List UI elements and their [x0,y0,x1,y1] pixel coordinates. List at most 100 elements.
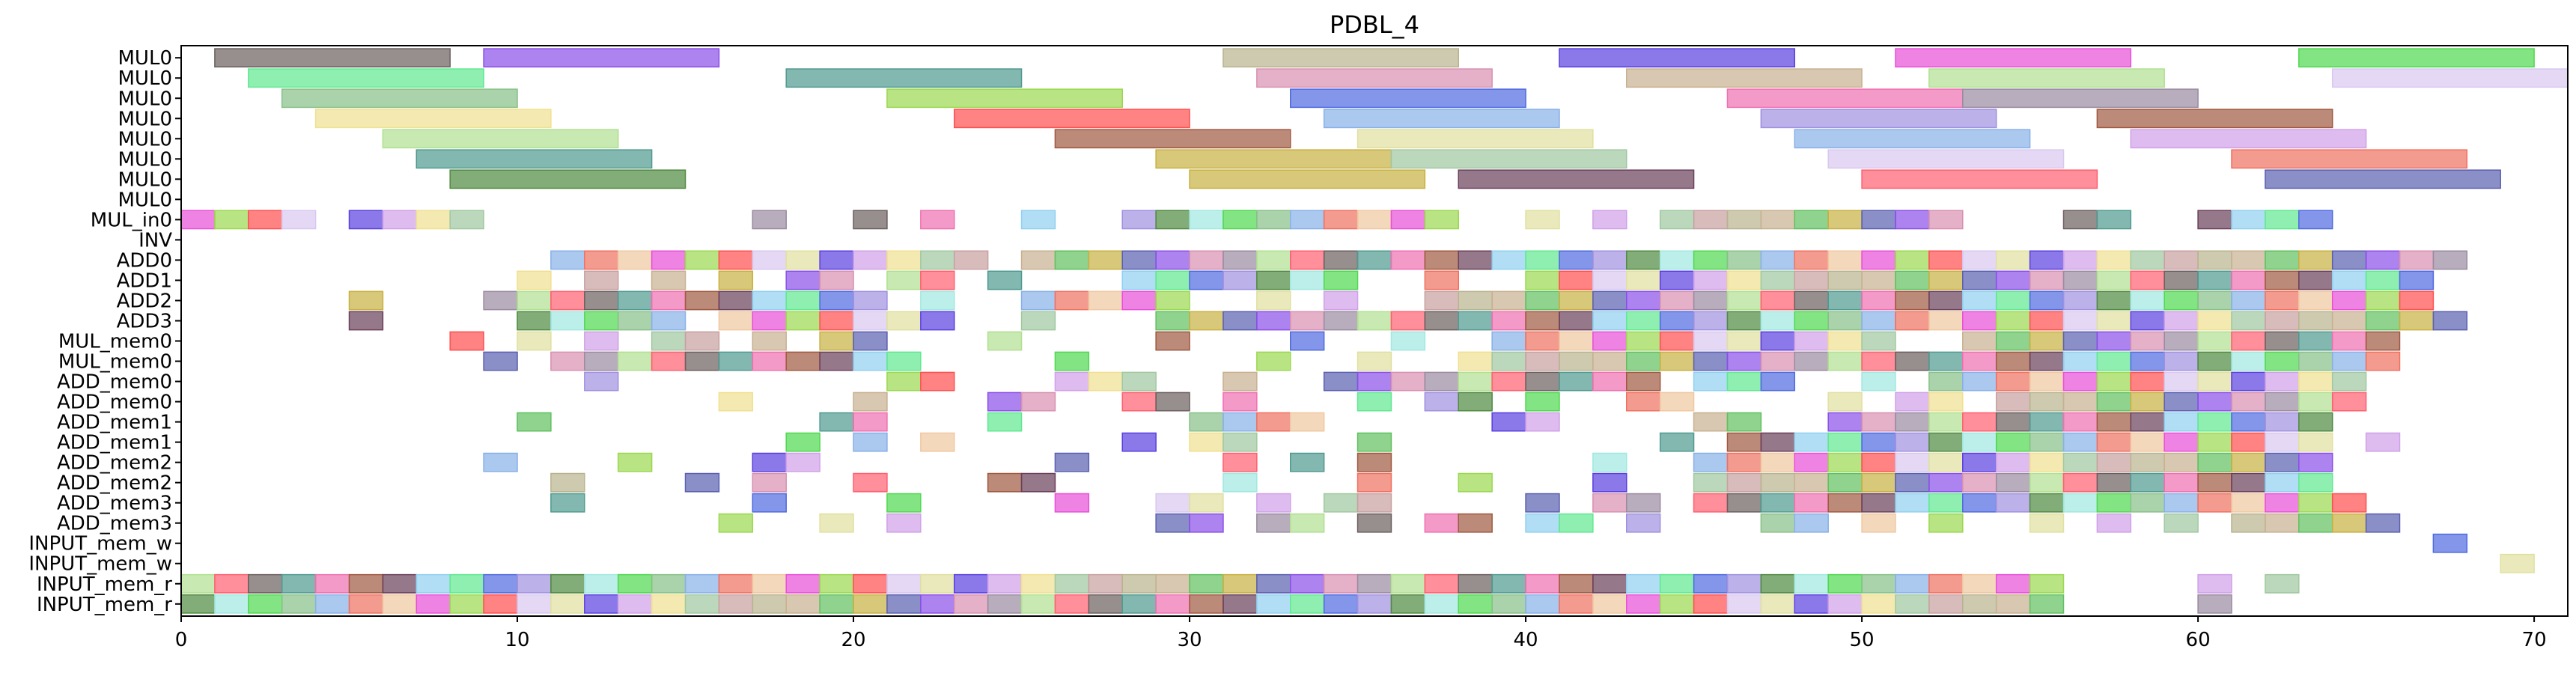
gantt-cell [1995,371,2031,392]
gantt-cell [1256,311,1291,331]
gantt-cell [550,573,585,594]
gantt-cell [2062,432,2098,452]
gantt-cell [1995,250,2031,270]
gantt-cell [2365,351,2401,371]
gantt-cell [2331,351,2367,371]
gantt-cell [1760,250,1796,270]
gantt-cell [348,594,384,614]
gantt-cell [1491,573,1526,594]
gantt-cell [1525,594,1560,614]
gantt-cell [819,250,854,270]
gantt-cell [1659,594,1695,614]
gantt-cell [2164,371,2199,392]
gantt-cell [2062,392,2098,412]
gantt-cell [2365,290,2401,311]
gantt-cell [1895,472,1930,493]
gantt-cell [1289,210,1325,230]
gantt-cell [2130,392,2165,412]
gantt-cell [1693,210,1729,230]
gantt-cell [248,573,283,594]
gantt-cell [718,311,754,331]
gantt-cell [1390,250,1426,270]
gantt-cell [1525,270,1560,290]
gantt-cell [1626,371,1661,392]
gantt-cell [1995,351,2031,371]
gantt-cell [1760,452,1796,472]
gantt-cell [1760,472,1796,493]
gantt-bar [953,109,1190,129]
gantt-cell [853,472,888,493]
x-tick-label: 60 [2186,629,2211,651]
gantt-cell [1356,493,1392,513]
gantt-cell [718,290,754,311]
gantt-cell [2096,371,2132,392]
gantt-cell [1726,432,1762,452]
gantt-cell [1592,270,1627,290]
gantt-cell [1458,573,1493,594]
gantt-cell [1626,331,1661,351]
gantt-cell [348,210,384,230]
gantt-cell [1155,311,1190,331]
gantt-cell [718,392,754,412]
gantt-cell [1155,210,1190,230]
gantt-cell [1458,472,1493,493]
gantt-cell [1827,392,1863,412]
gantt-cell [2298,452,2333,472]
gantt-cell [2231,371,2266,392]
plot-frame [180,45,2569,617]
gantt-cell [920,573,955,594]
gantt-cell [2029,331,2065,351]
gantt-cell [2197,392,2232,412]
gantt-cell [1895,250,1930,270]
gantt-cell [1424,210,1460,230]
gantt-cell [1827,573,1863,594]
gantt-cell [2164,472,2199,493]
gantt-cell [1491,331,1526,351]
x-axis: 0 10 20 30 40 50 60 70 [175,616,2547,651]
gantt-cell [1760,594,1796,614]
gantt-bar [1256,68,1493,88]
y-tick-label: MUL_in0 [91,209,172,231]
gantt-cell [1356,250,1392,270]
gantt-cell [2062,270,2098,290]
gantt-cell [853,290,888,311]
gantt-cell [1559,290,1594,311]
gantt-cell [819,594,854,614]
gantt-cell [752,351,787,371]
gantt-cell [1189,594,1224,614]
gantt-cell [2164,331,2199,351]
y-tick-label: MUL0 [118,108,173,130]
gantt-cell [651,331,686,351]
gantt-cell [785,290,820,311]
gantt-cell [1895,432,1930,452]
y-tick-label: ADD_mem0 [57,371,172,394]
y-tick-label: ADD3 [117,310,172,332]
gantt-cell [987,412,1023,432]
gantt-cell [886,493,922,513]
gantt-cell [1928,452,1964,472]
gantt-cell [785,432,820,452]
gantt-cell [2029,432,2065,452]
gantt-cell [1121,290,1157,311]
gantt-cell [1155,270,1190,290]
gantt-cell [2164,290,2199,311]
gantt-cell [1424,270,1460,290]
gantt-cell [2331,290,2367,311]
gantt-cell [348,290,384,311]
gantt-cell [1861,513,1896,533]
gantt-cell [2265,392,2300,412]
gantt-cell [752,493,787,513]
gantt-cell [1928,493,1964,513]
gantt-cell [1861,311,1896,331]
gantt-cell [2298,290,2333,311]
gantt-cell [2130,270,2165,290]
gantt-cell [1760,311,1796,331]
gantt-cell [1592,493,1627,513]
gantt-cell [2365,432,2401,452]
gantt-cell [2432,311,2468,331]
gantt-cell [1626,594,1661,614]
gantt-cell [1222,412,1258,432]
gantt-cell [1189,311,1224,331]
y-tick-label: INPUT_mem_r [37,594,172,616]
